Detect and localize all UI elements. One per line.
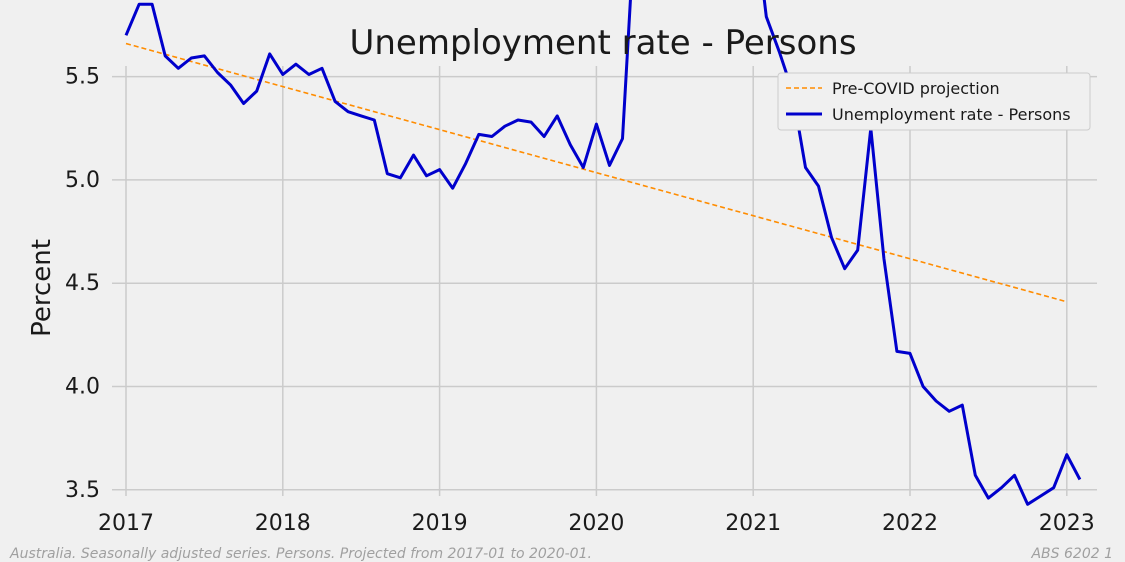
- x-tick-label: 2019: [412, 511, 468, 536]
- unemployment-line: [124, 0, 1082, 506]
- x-tick-labels: 2017 2018 2019 2020 2021 2022 2023: [98, 511, 1095, 536]
- legend-box: [777, 72, 1091, 131]
- y-tick-labels: 3.54.04.55.05.56.06.57.07.5: [65, 65, 100, 503]
- legend-label-unemployment: Unemployment rate - Persons: [832, 105, 1071, 124]
- footer-source: ABS 6202 1: [1030, 546, 1113, 562]
- y-tick-label: 4.0: [65, 375, 100, 400]
- footer-note: Australia. Seasonally adjusted series. P…: [9, 546, 592, 562]
- x-tick-label: 2022: [882, 511, 938, 536]
- x-tick-label: 2023: [1039, 511, 1095, 536]
- x-tick-label: 2018: [255, 511, 311, 536]
- y-axis-label: Percent: [27, 239, 57, 337]
- x-tick-label: 2017: [98, 511, 154, 536]
- grid: [112, 66, 1097, 496]
- legend: Pre-COVID projection Unemployment rate -…: [777, 72, 1091, 131]
- projection-line: [125, 42, 1068, 303]
- y-tick-label: 3.5: [65, 478, 100, 503]
- y-tick-label: 5.5: [65, 65, 100, 90]
- y-tick-label: 5.0: [65, 168, 100, 193]
- chart-title: Unemployment rate - Persons: [349, 23, 856, 63]
- plot-lines: [124, 0, 1082, 506]
- x-tick-label: 2020: [568, 511, 624, 536]
- y-tick-label: 4.5: [65, 271, 100, 296]
- x-tick-label: 2021: [725, 511, 781, 536]
- legend-label-projection: Pre-COVID projection: [832, 79, 1000, 98]
